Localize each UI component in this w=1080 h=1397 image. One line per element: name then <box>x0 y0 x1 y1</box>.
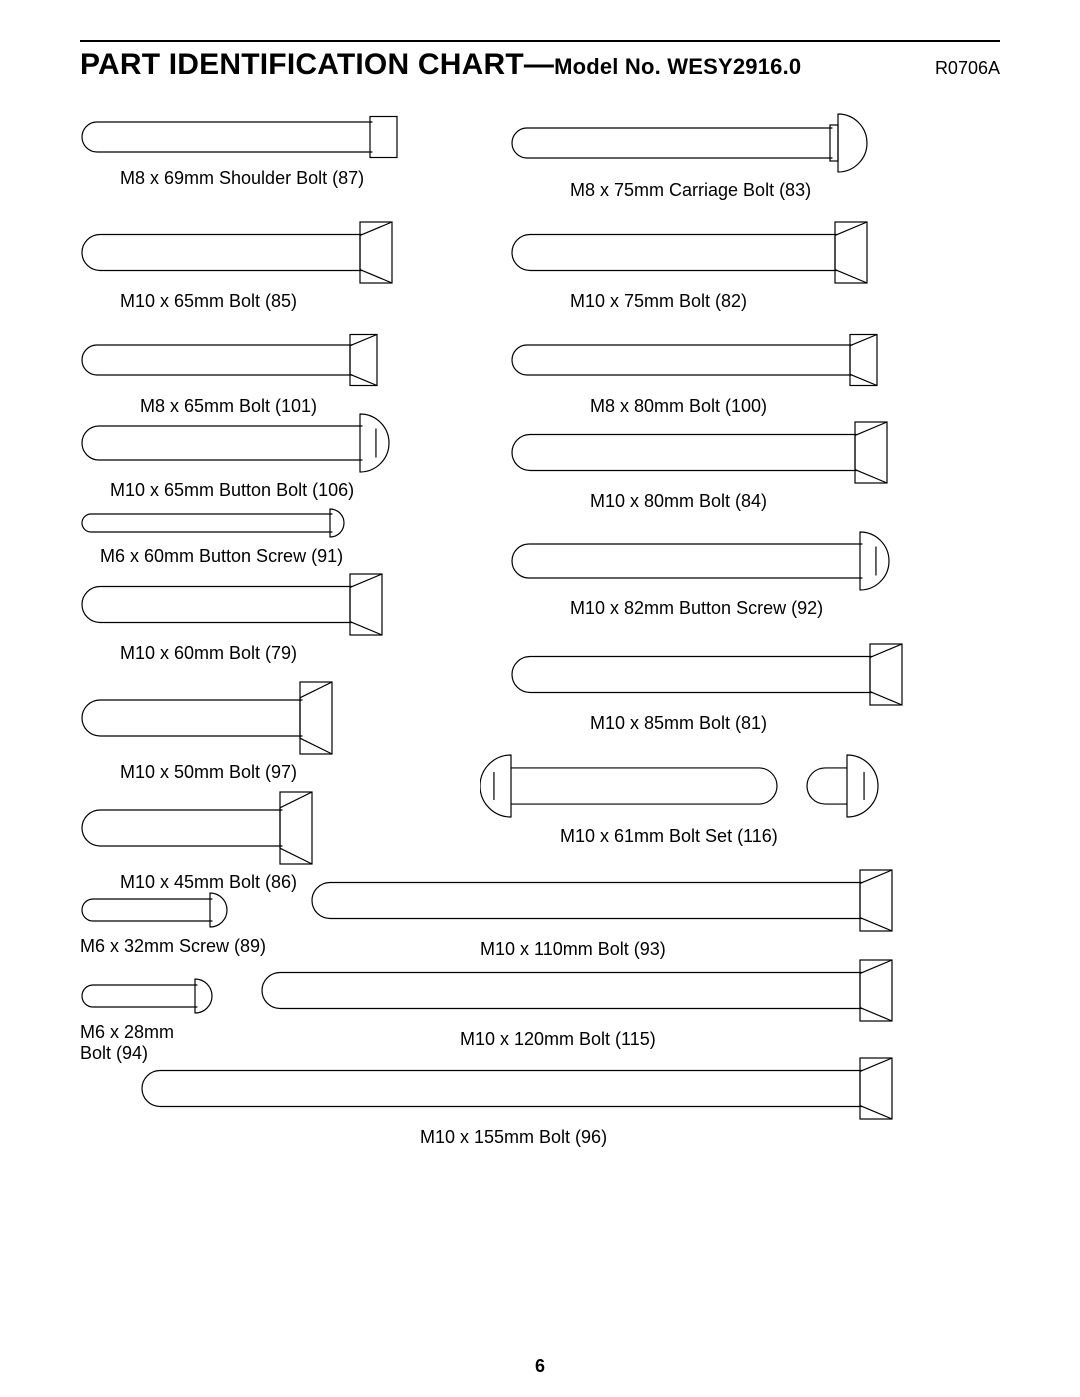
part-label: M8 x 69mm Shoulder Bolt (87) <box>120 168 399 189</box>
bolt-icon <box>260 958 896 1023</box>
part-label: M10 x 61mm Bolt Set (116) <box>560 826 882 847</box>
part-label: M6 x 60mm Button Screw (91) <box>100 546 346 567</box>
bolt-icon <box>80 890 266 930</box>
bolt-icon <box>510 330 881 390</box>
part-label: M8 x 80mm Bolt (100) <box>590 396 881 417</box>
part-label: M10 x 75mm Bolt (82) <box>570 291 871 312</box>
bolt-icon <box>310 868 896 933</box>
part-p96: M10 x 155mm Bolt (96) <box>140 1056 896 1148</box>
part-label: M6 x 32mm Screw (89) <box>80 936 266 957</box>
part-label: M10 x 65mm Bolt (85) <box>120 291 396 312</box>
bolt-icon <box>80 572 386 637</box>
title-model: Model No. WESY2916.0 <box>554 54 801 79</box>
part-label: M10 x 85mm Bolt (81) <box>590 713 906 734</box>
part-label: M10 x 120mm Bolt (115) <box>460 1029 896 1050</box>
page-header: PART IDENTIFICATION CHART—Model No. WESY… <box>80 48 1000 82</box>
part-p94: M6 x 28mm Bolt (94) <box>80 976 214 1064</box>
bolt-icon <box>510 220 871 285</box>
part-p86: M10 x 45mm Bolt (86) <box>80 790 316 893</box>
part-p84: M10 x 80mm Bolt (84) <box>510 420 891 512</box>
part-label: M10 x 110mm Bolt (93) <box>480 939 896 960</box>
part-p85: M10 x 65mm Bolt (85) <box>80 220 396 312</box>
bolt-icon <box>80 330 381 390</box>
part-p81: M10 x 85mm Bolt (81) <box>510 642 906 734</box>
bolt-icon <box>80 976 214 1016</box>
part-p115: M10 x 120mm Bolt (115) <box>260 958 896 1050</box>
part-p91: M6 x 60mm Button Screw (91) <box>80 506 346 567</box>
part-label: M10 x 80mm Bolt (84) <box>590 491 891 512</box>
part-p83: M8 x 75mm Carriage Bolt (83) <box>510 112 869 201</box>
bolt-icon <box>510 642 906 707</box>
bolt-icon <box>80 220 396 285</box>
part-label: M10 x 50mm Bolt (97) <box>120 762 336 783</box>
bolt-icon <box>140 1056 896 1121</box>
part-p101: M8 x 65mm Bolt (101) <box>80 330 381 417</box>
part-p97: M10 x 50mm Bolt (97) <box>80 680 336 783</box>
part-p100: M8 x 80mm Bolt (100) <box>510 330 881 417</box>
doc-code: R0706A <box>935 58 1000 79</box>
parts-grid: M8 x 69mm Shoulder Bolt (87) M8 x 75mm Ca… <box>80 112 1000 1232</box>
part-p89: M6 x 32mm Screw (89) <box>80 890 266 957</box>
part-p79: M10 x 60mm Bolt (79) <box>80 572 386 664</box>
part-p87: M8 x 69mm Shoulder Bolt (87) <box>80 112 399 189</box>
bolt-icon <box>510 530 891 592</box>
part-label: M10 x 60mm Bolt (79) <box>120 643 386 664</box>
page-number: 6 <box>0 1356 1080 1377</box>
page: PART IDENTIFICATION CHART—Model No. WESY… <box>0 0 1080 1397</box>
part-p92: M10 x 82mm Button Screw (92) <box>510 530 891 619</box>
part-label: M10 x 155mm Bolt (96) <box>420 1127 896 1148</box>
bolt-icon <box>480 752 882 820</box>
bolt-icon <box>80 790 316 866</box>
title-main: PART IDENTIFICATION CHART— <box>80 48 554 81</box>
bolt-icon <box>510 112 869 174</box>
bolt-icon <box>510 420 891 485</box>
bolt-icon <box>80 112 399 162</box>
bolt-icon <box>80 506 346 540</box>
bolt-icon <box>80 412 391 474</box>
part-p93: M10 x 110mm Bolt (93) <box>310 868 896 960</box>
bolt-icon <box>80 680 336 756</box>
part-label: M10 x 65mm Button Bolt (106) <box>110 480 391 501</box>
part-p106: M10 x 65mm Button Bolt (106) <box>80 412 391 501</box>
part-p82: M10 x 75mm Bolt (82) <box>510 220 871 312</box>
top-rule <box>80 40 1000 42</box>
part-label: M8 x 75mm Carriage Bolt (83) <box>570 180 869 201</box>
part-p116: M10 x 61mm Bolt Set (116) <box>480 752 882 847</box>
part-label: M10 x 82mm Button Screw (92) <box>570 598 891 619</box>
page-title: PART IDENTIFICATION CHART—Model No. WESY… <box>80 48 801 82</box>
